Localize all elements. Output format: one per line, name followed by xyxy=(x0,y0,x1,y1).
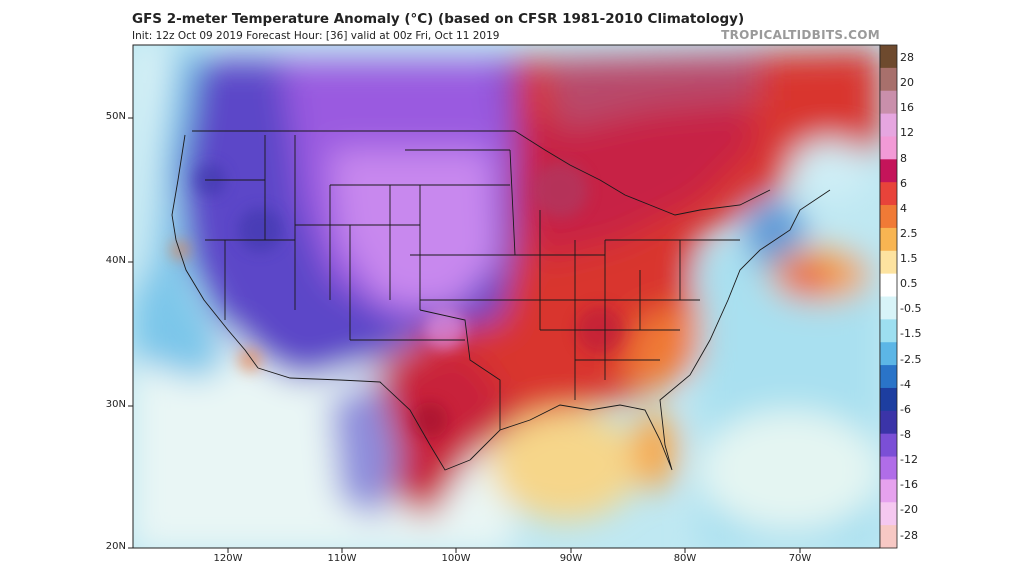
colorbar-label: -20 xyxy=(900,503,918,516)
lon-label-110w: 110W xyxy=(327,553,357,564)
colorbar-label: 20 xyxy=(900,76,914,89)
colorbar-swatch xyxy=(880,433,897,458)
brand-watermark: TROPICALTIDBITS.COM xyxy=(721,28,880,42)
colorbar-swatch xyxy=(880,410,897,435)
colorbar-swatch xyxy=(880,250,897,275)
colorbar-label: 28 xyxy=(900,51,914,64)
colorbar-swatch xyxy=(880,525,897,549)
colorbar-label: -6 xyxy=(900,403,911,416)
colorbar-label: -2.5 xyxy=(900,353,922,366)
colorbar-swatch xyxy=(880,227,897,252)
colorbar-swatch xyxy=(880,319,897,343)
colorbar-label: -28 xyxy=(900,529,918,542)
colorbar-label: -8 xyxy=(900,428,911,441)
colorbar-swatch xyxy=(880,90,897,115)
anomaly-color-field xyxy=(133,45,880,548)
colorbar-label: 2.5 xyxy=(900,227,918,240)
colorbar-swatch xyxy=(880,159,897,183)
colorbar-swatch xyxy=(880,479,897,503)
colorbar-swatch xyxy=(880,342,897,366)
map-subtitle: Init: 12z Oct 09 2019 Forecast Hour: [36… xyxy=(132,30,500,42)
colorbar-frame xyxy=(879,44,898,549)
lon-label-120w: 120W xyxy=(213,553,243,564)
colorbar-label: 12 xyxy=(900,126,914,139)
colorbar-swatch xyxy=(880,113,897,137)
colorbar-label: -16 xyxy=(900,478,918,491)
colorbar-swatch xyxy=(880,205,897,229)
colorbar-swatch xyxy=(880,182,897,206)
colorbar-label: 6 xyxy=(900,177,907,190)
lon-label-100w: 100W xyxy=(441,553,471,564)
colorbar xyxy=(880,45,897,549)
axis-ticks xyxy=(128,117,801,553)
colorbar-swatch xyxy=(880,456,897,480)
colorbar-label: 4 xyxy=(900,202,907,215)
lon-label-80w: 80W xyxy=(673,553,697,564)
lat-label-30n: 30N xyxy=(105,399,126,410)
colorbar-swatch xyxy=(880,273,897,297)
colorbar-swatch xyxy=(880,296,897,320)
colorbar-swatch xyxy=(880,502,897,526)
lat-label-40n: 40N xyxy=(105,255,126,266)
lat-label-20n: 20N xyxy=(105,541,126,552)
colorbar-label: -1.5 xyxy=(900,327,922,340)
lon-label-70w: 70W xyxy=(788,553,812,564)
colorbar-swatch xyxy=(880,365,897,389)
colorbar-label: 1.5 xyxy=(900,252,918,265)
lon-label-90w: 90W xyxy=(559,553,583,564)
colorbar-label: 0.5 xyxy=(900,277,918,290)
colorbar-label: -12 xyxy=(900,453,918,466)
colorbar-label: 8 xyxy=(900,152,907,165)
lat-label-50n: 50N xyxy=(105,111,126,122)
map-title: GFS 2-meter Temperature Anomaly (°C) (ba… xyxy=(132,11,745,27)
colorbar-label: 16 xyxy=(900,101,914,114)
colorbar-swatch xyxy=(880,45,897,69)
colorbar-swatch xyxy=(880,67,897,92)
state-boundaries xyxy=(171,130,831,471)
colorbar-swatch xyxy=(880,387,897,412)
colorbar-swatch xyxy=(880,136,897,160)
colorbar-label: -0.5 xyxy=(900,302,922,315)
colorbar-label: -4 xyxy=(900,378,911,391)
